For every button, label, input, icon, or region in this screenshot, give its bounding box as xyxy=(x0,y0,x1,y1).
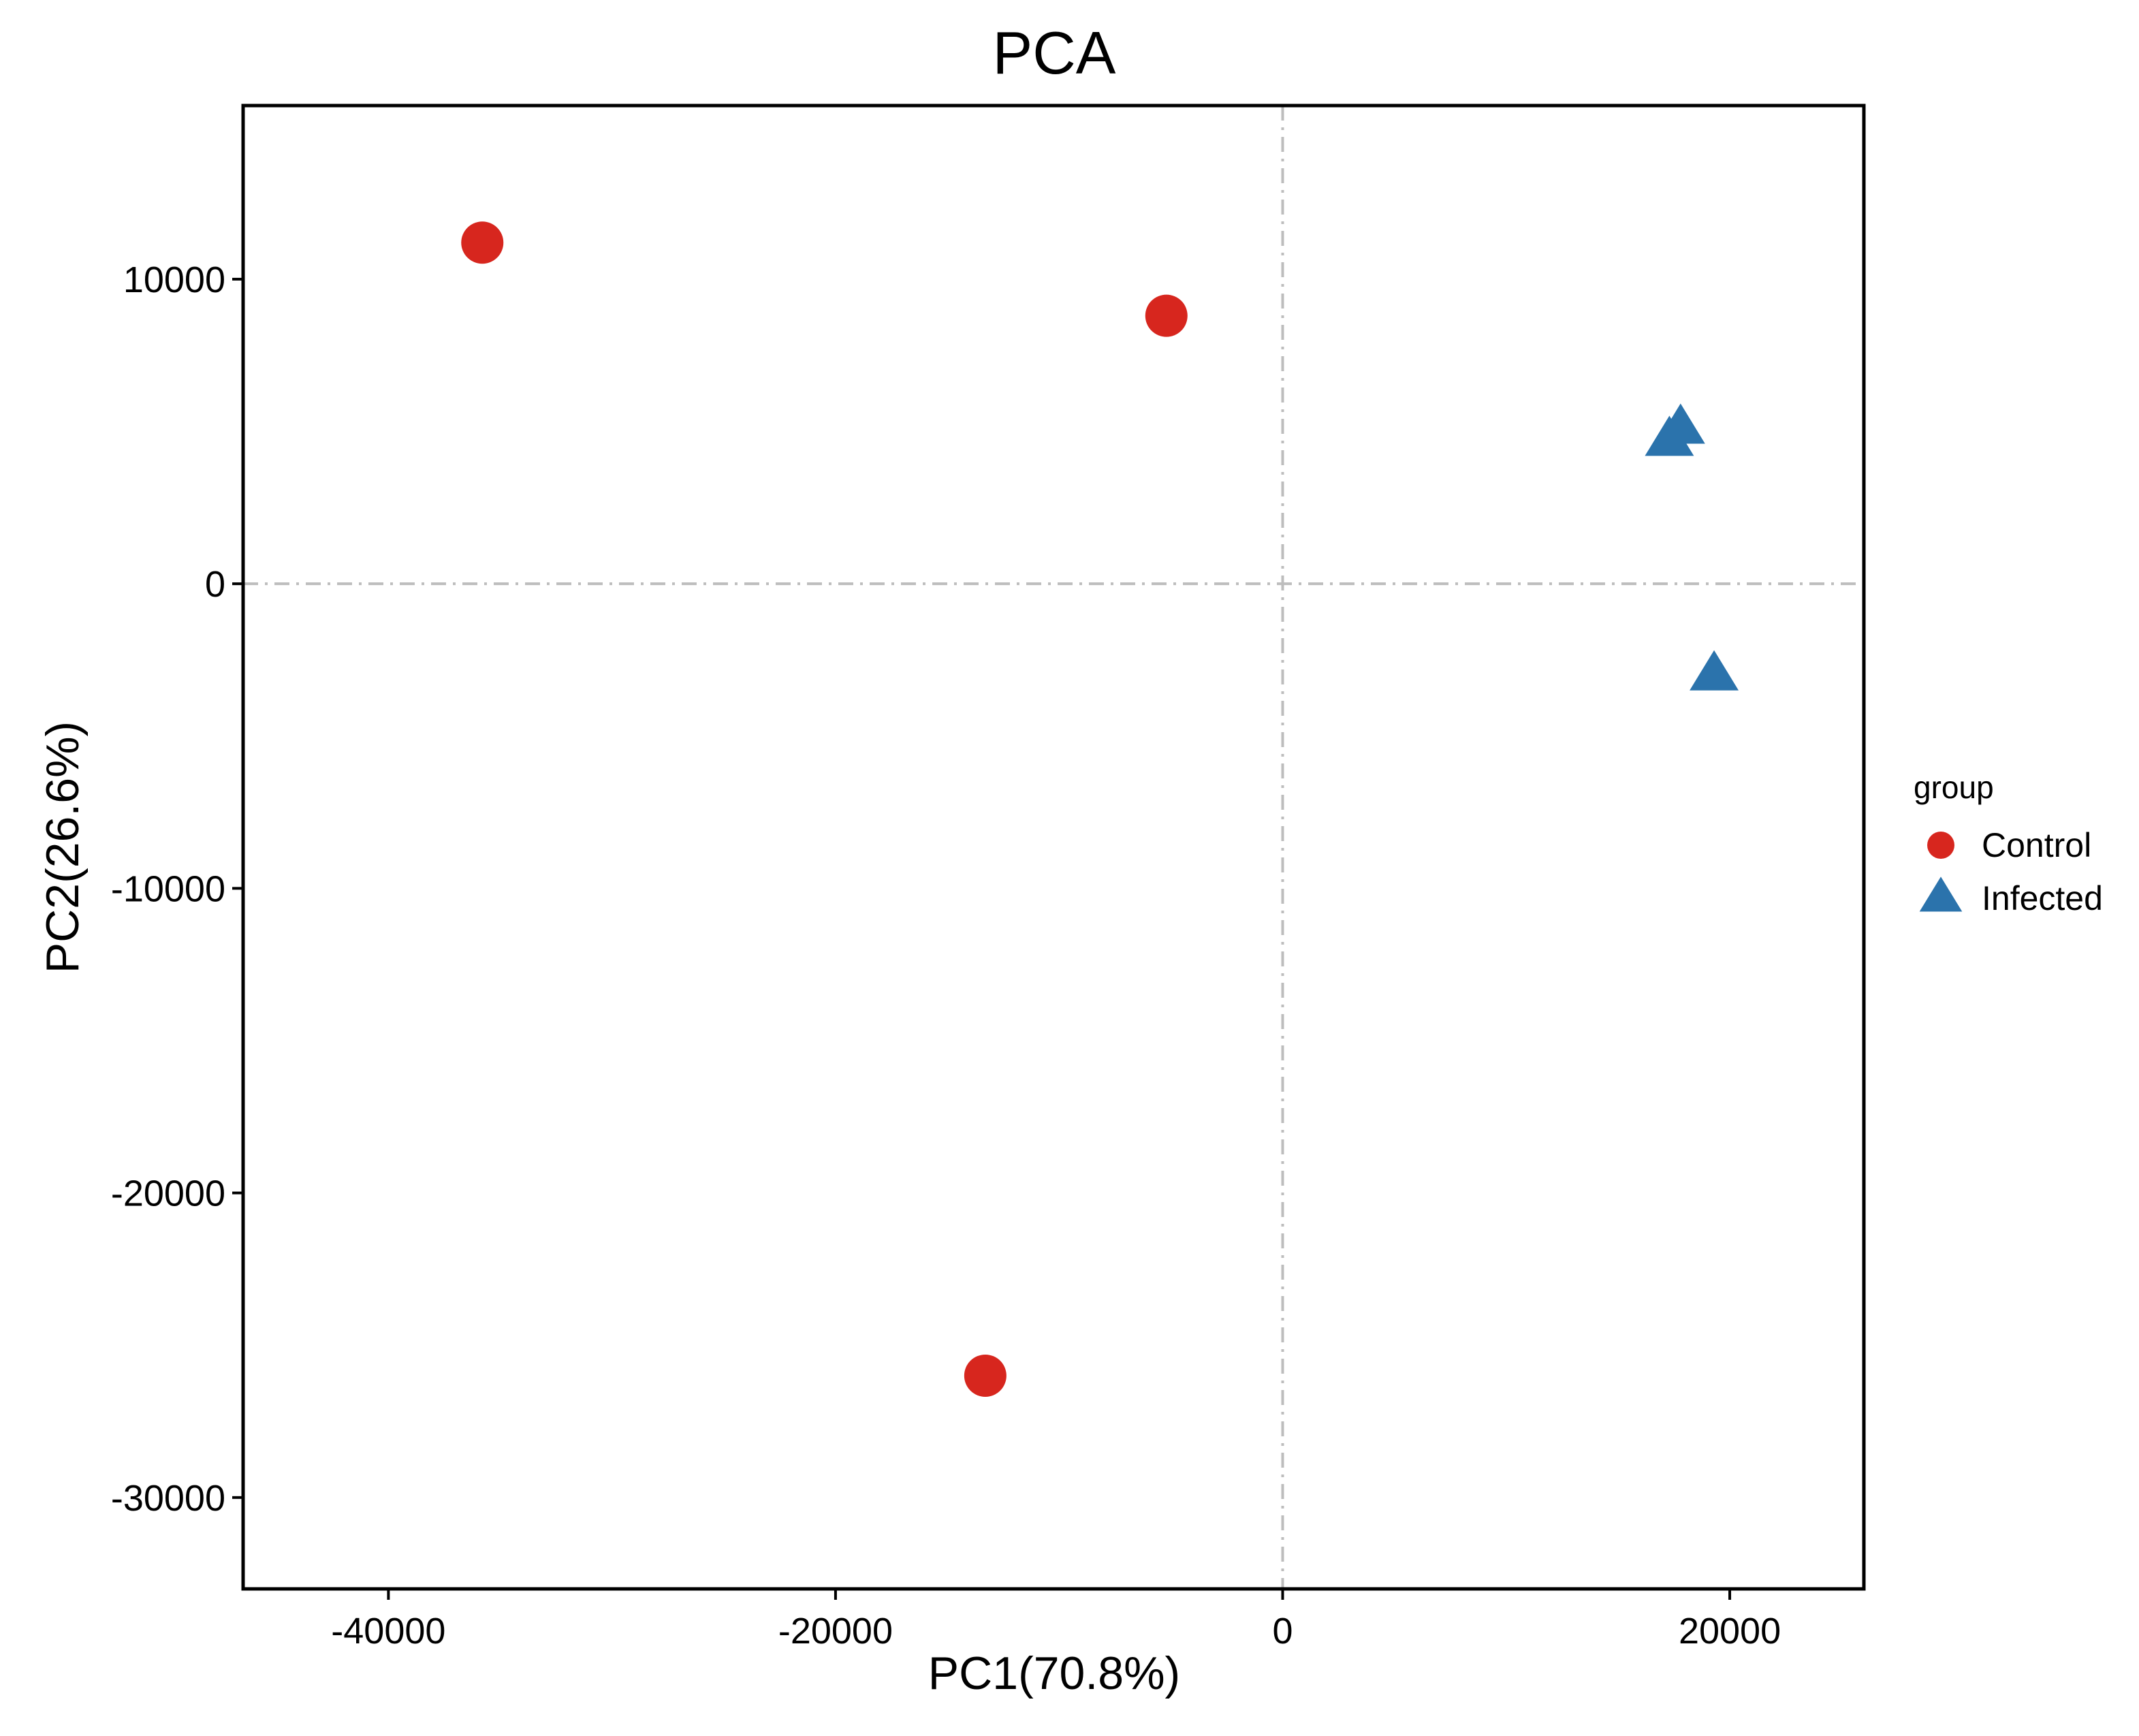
x-tick-label: 0 xyxy=(1272,1611,1293,1652)
y-tick-label: -10000 xyxy=(111,868,225,909)
legend-label-control: Control xyxy=(1982,826,2091,864)
legend-label-infected: Infected xyxy=(1982,879,2103,917)
y-tick-label: -30000 xyxy=(111,1478,225,1519)
data-point-control xyxy=(461,221,504,264)
x-axis-ticks: -40000 -20000 0 20000 xyxy=(331,1589,1781,1652)
data-points xyxy=(461,221,1739,1397)
legend: group Control Infected xyxy=(1914,770,2103,917)
data-point-control xyxy=(964,1354,1007,1397)
reference-lines xyxy=(243,106,1864,1589)
plot-frame xyxy=(241,104,1866,1591)
y-axis-label: PC2(26.6%) xyxy=(37,721,89,973)
x-tick-label: -20000 xyxy=(778,1611,893,1652)
chart-title: PCA xyxy=(993,19,1116,86)
x-axis-label: PC1(70.8%) xyxy=(928,1647,1180,1699)
y-axis-ticks: 10000 0 -10000 -20000 -30000 xyxy=(111,259,243,1519)
data-point-infected xyxy=(1690,650,1739,691)
y-tick-label: 0 xyxy=(205,564,225,605)
legend-marker-control xyxy=(1927,832,1954,859)
x-tick-label: 20000 xyxy=(1679,1611,1781,1652)
legend-marker-infected xyxy=(1919,877,1963,912)
y-tick-label: -20000 xyxy=(111,1173,225,1214)
x-tick-label: -40000 xyxy=(331,1611,445,1652)
data-point-control xyxy=(1145,294,1188,337)
legend-items: Control Infected xyxy=(1919,826,2103,917)
legend-title: group xyxy=(1914,770,1994,805)
data-point-infected xyxy=(1655,403,1705,444)
y-tick-label: 10000 xyxy=(123,259,225,300)
